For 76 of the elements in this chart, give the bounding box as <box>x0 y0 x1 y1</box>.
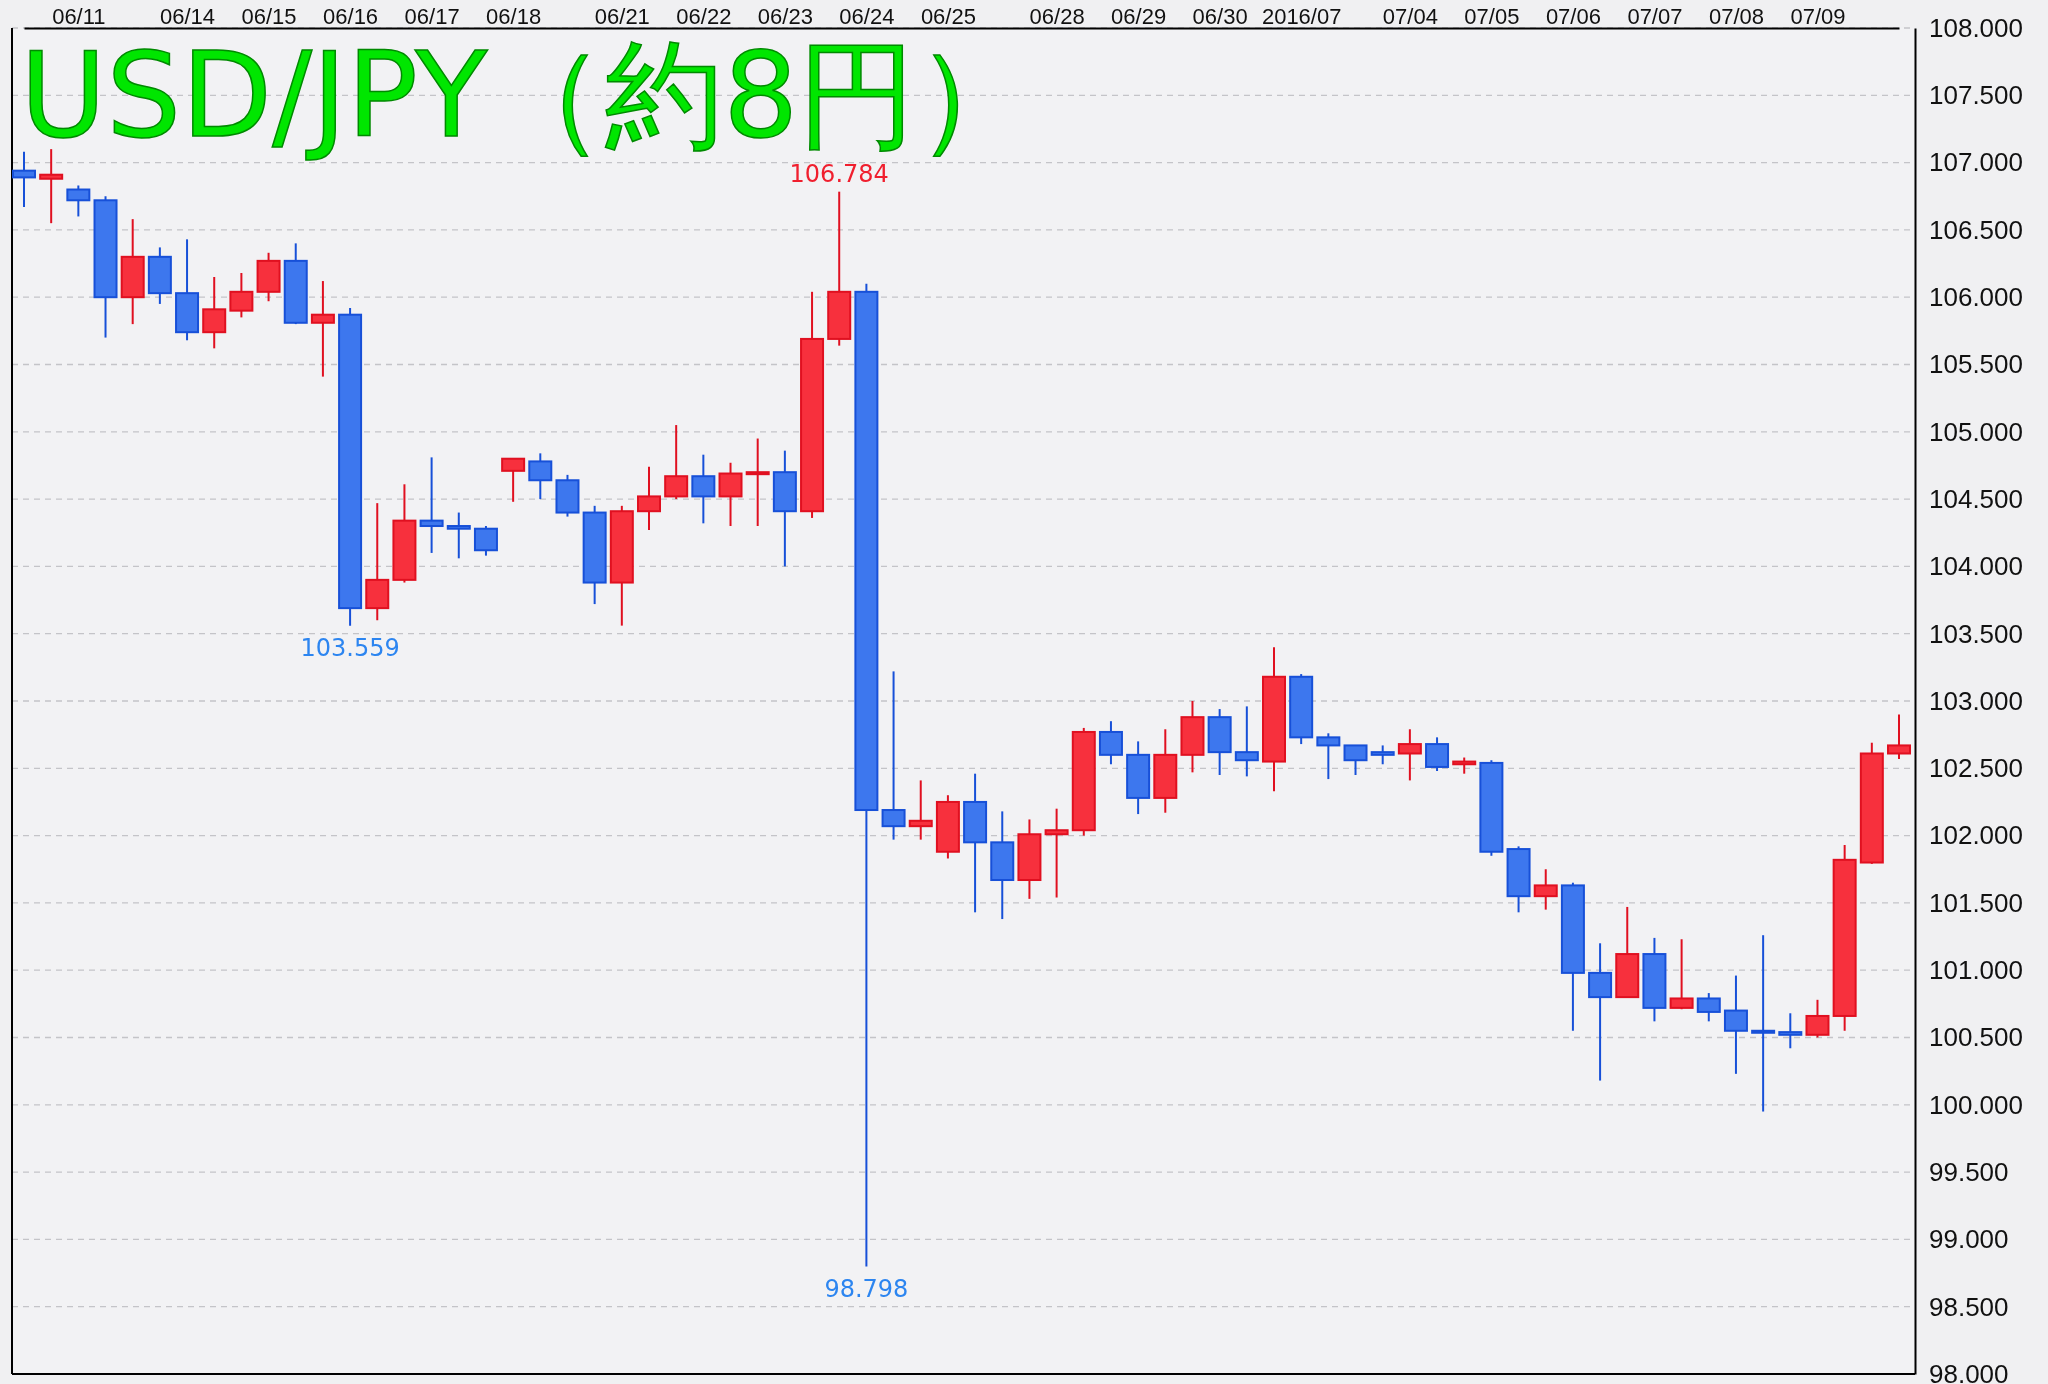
candlestick <box>908 779 933 841</box>
x-tick-label: 07/06 <box>1545 4 1601 29</box>
candlestick <box>310 280 335 378</box>
candlestick <box>1723 974 1748 1075</box>
candlestick <box>446 511 471 560</box>
x-tick-label: 06/18 <box>486 4 542 29</box>
candlestick <box>1316 732 1341 781</box>
candlestick <box>1370 744 1395 766</box>
y-tick-label: 102.500 <box>1929 753 2023 784</box>
y-tick-label: 101.000 <box>1929 955 2023 986</box>
y-tick-label: 105.500 <box>1929 349 2023 380</box>
candlestick <box>1805 998 1830 1039</box>
x-tick-label: 06/21 <box>594 4 650 29</box>
candlestick <box>1343 744 1368 777</box>
y-tick-label: 104.000 <box>1929 551 2023 582</box>
candlestick <box>745 437 770 528</box>
candlestick <box>66 184 91 218</box>
x-tick-label: 07/09 <box>1790 4 1846 29</box>
y-tick-label: 106.000 <box>1929 282 2023 313</box>
y-tick-label: 100.000 <box>1929 1089 2023 1120</box>
x-tick-label: 06/25 <box>920 4 976 29</box>
candlestick <box>1778 1012 1803 1050</box>
x-tick-label: 06/23 <box>757 4 813 29</box>
x-tick-label: 07/05 <box>1464 4 1520 29</box>
candlestick <box>473 525 498 557</box>
candlestick <box>1098 720 1123 766</box>
candlestick <box>637 465 661 532</box>
y-tick-label: 103.500 <box>1929 618 2023 649</box>
x-tick-label: 2016/07 <box>1261 4 1342 29</box>
annotation: 98.798 <box>824 1274 909 1303</box>
y-tick-label: 102.000 <box>1929 820 2023 851</box>
candlestick <box>1533 868 1558 911</box>
y-tick-label: 99.000 <box>1929 1224 2009 1255</box>
x-tick-label: 06/15 <box>241 4 297 29</box>
candlestick <box>1751 934 1776 1113</box>
candlestick <box>419 456 444 554</box>
x-tick-label: 07/04 <box>1382 4 1438 29</box>
y-tick-label: 98.000 <box>1929 1358 2009 1384</box>
candlestick <box>881 670 906 841</box>
y-tick-label: 106.500 <box>1929 214 2023 245</box>
x-tick-label: 06/17 <box>404 4 460 29</box>
x-tick-label: 06/16 <box>323 4 379 29</box>
candlestick <box>229 271 254 319</box>
x-tick-label: 06/29 <box>1111 4 1167 29</box>
y-tick-label: 107.000 <box>1929 147 2023 178</box>
candlestick <box>501 457 526 503</box>
x-tick-label: 06/14 <box>160 4 216 29</box>
y-tick-label: 100.500 <box>1929 1022 2023 1053</box>
y-tick-label: 108.000 <box>1929 12 2023 43</box>
y-tick-label: 107.500 <box>1929 80 2023 111</box>
candlestick <box>202 276 227 350</box>
candlestick <box>1234 705 1259 778</box>
x-tick-label: 07/08 <box>1708 4 1764 29</box>
x-tick-label: 06/30 <box>1192 4 1248 29</box>
x-tick-label: 06/24 <box>839 4 895 29</box>
y-tick-label: 103.000 <box>1929 685 2023 716</box>
x-tick-label: 06/11 <box>52 4 106 29</box>
x-tick-label: 06/22 <box>676 4 732 29</box>
candlestick <box>1669 938 1694 1011</box>
candlestick <box>664 424 689 501</box>
x-tick-label: 06/28 <box>1029 4 1085 29</box>
candlestick <box>718 461 743 528</box>
candlestick <box>1044 807 1069 899</box>
candlestick <box>528 452 553 501</box>
candlestick <box>1696 992 1721 1023</box>
candlestick <box>1887 713 1911 760</box>
y-tick-label: 105.000 <box>1929 416 2023 447</box>
y-tick-label: 104.500 <box>1929 483 2023 514</box>
y-tick-label: 101.500 <box>1929 887 2023 918</box>
x-tick-label: 07/07 <box>1627 4 1683 29</box>
candlestick <box>691 453 716 525</box>
candlestick <box>1425 736 1450 772</box>
y-tick-label: 98.500 <box>1929 1291 2009 1322</box>
y-tick-label: 99.500 <box>1929 1156 2009 1187</box>
candlestick <box>1397 728 1422 782</box>
annotation: 103.559 <box>300 633 400 662</box>
